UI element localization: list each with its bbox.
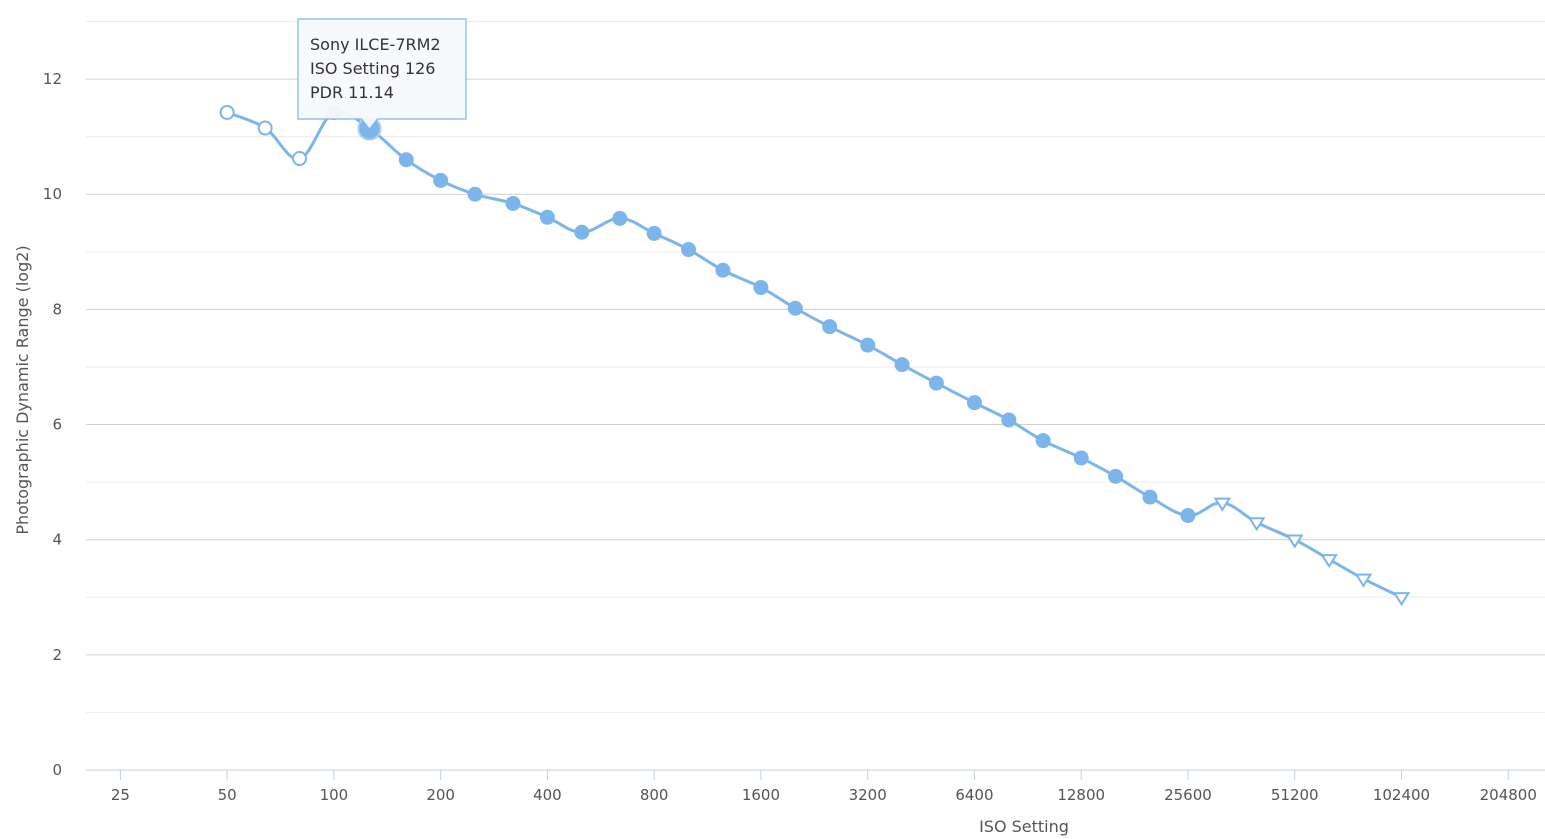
y-tick-label: 2 xyxy=(52,646,62,664)
data-point-triangle[interactable] xyxy=(1320,554,1338,569)
y-tick-label: 10 xyxy=(43,185,62,203)
tooltip-box xyxy=(297,18,467,130)
data-point[interactable] xyxy=(894,357,910,373)
series-line xyxy=(226,109,1403,599)
tooltip: Sony ILCE-7RM2 ISO Setting 126 PDR 11.14 xyxy=(297,18,467,130)
data-point[interactable] xyxy=(1035,433,1051,449)
data-point[interactable] xyxy=(1001,412,1017,428)
x-axis-ticks: 25 50 100 200 400 800 1600 3200 6400 12800 25600 51… xyxy=(111,770,1537,804)
x-tick-label: 102400 xyxy=(1373,786,1430,804)
data-point[interactable] xyxy=(1073,450,1089,466)
data-point[interactable] xyxy=(467,186,483,202)
data-point[interactable] xyxy=(966,395,982,411)
tooltip-line: PDR 11.14 xyxy=(310,83,394,102)
x-tick-label: 6400 xyxy=(955,786,993,804)
data-point[interactable] xyxy=(574,224,590,240)
data-point-triangle[interactable] xyxy=(1247,517,1266,532)
data-point[interactable] xyxy=(398,152,414,168)
data-point-triangle[interactable] xyxy=(1285,534,1304,549)
x-tick-label: 25600 xyxy=(1164,786,1212,804)
x-axis-title: ISO Setting xyxy=(979,817,1069,836)
x-tick-label: 1600 xyxy=(742,786,780,804)
x-tick-label: 51200 xyxy=(1271,786,1319,804)
data-point-open[interactable] xyxy=(257,120,273,136)
data-point[interactable] xyxy=(646,225,662,241)
data-point[interactable] xyxy=(1108,468,1124,484)
x-tick-label: 100 xyxy=(320,786,349,804)
series-sony-ilce-7rm2 xyxy=(219,104,1411,607)
data-point[interactable] xyxy=(787,300,803,316)
x-tick-label: 50 xyxy=(218,786,237,804)
data-point-triangle[interactable] xyxy=(1213,497,1232,512)
y-tick-label: 8 xyxy=(52,300,62,318)
data-point[interactable] xyxy=(822,319,838,335)
y-tick-label: 0 xyxy=(52,761,62,779)
data-point[interactable] xyxy=(1142,489,1158,505)
y-tick-label: 6 xyxy=(52,416,62,434)
data-point-open[interactable] xyxy=(219,104,235,120)
y-tick-label: 4 xyxy=(52,531,62,549)
data-point[interactable] xyxy=(928,375,944,391)
y-axis-title: Photographic Dynamic Range (log2) xyxy=(13,245,32,534)
tooltip-line: ISO Setting 126 xyxy=(310,59,435,78)
y-tick-label: 12 xyxy=(43,70,62,88)
data-point[interactable] xyxy=(715,262,731,278)
data-point-open[interactable] xyxy=(292,151,308,167)
x-tick-label: 25 xyxy=(111,786,130,804)
data-point[interactable] xyxy=(539,209,555,225)
tooltip-line: Sony ILCE-7RM2 xyxy=(310,35,441,54)
x-tick-label: 12800 xyxy=(1057,786,1105,804)
data-point[interactable] xyxy=(753,280,769,296)
data-point[interactable] xyxy=(860,337,876,353)
data-point-triangle[interactable] xyxy=(1354,573,1373,588)
grid xyxy=(86,21,1545,771)
data-point[interactable] xyxy=(612,210,628,226)
x-tick-label: 3200 xyxy=(849,786,887,804)
data-point[interactable] xyxy=(1180,508,1196,524)
data-point-triangle[interactable] xyxy=(1392,592,1411,607)
y-axis-ticks: 0 2 4 6 8 10 12 xyxy=(43,70,62,779)
x-tick-label: 204800 xyxy=(1480,786,1537,804)
data-point[interactable] xyxy=(681,242,697,258)
x-tick-label: 200 xyxy=(426,786,455,804)
data-point[interactable] xyxy=(433,172,449,188)
x-tick-label: 800 xyxy=(640,786,669,804)
data-point[interactable] xyxy=(505,195,521,211)
x-tick-label: 400 xyxy=(533,786,562,804)
